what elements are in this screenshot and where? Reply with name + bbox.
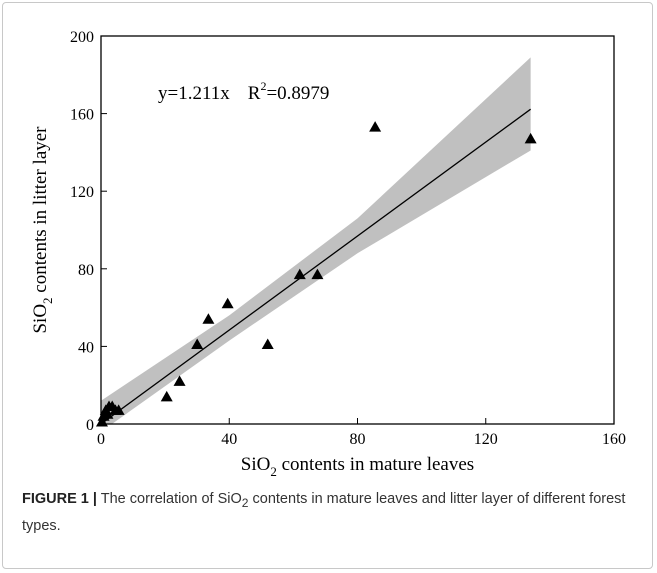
x-tick-label: 0 [97, 431, 105, 448]
x-tick-label: 80 [350, 431, 366, 448]
y-tick-label: 0 [86, 417, 94, 434]
data-point [191, 338, 204, 349]
y-tick-label: 200 [70, 29, 94, 46]
y-tick-label: 120 [70, 184, 94, 201]
confidence-band [101, 57, 531, 424]
data-point [311, 268, 324, 280]
caption-text: The correlation of SiO [96, 491, 242, 507]
data-point [221, 297, 234, 309]
x-tick-label: 160 [602, 431, 626, 448]
x-tick-label: 40 [221, 431, 237, 448]
data-point [160, 390, 173, 402]
data-point [293, 268, 306, 280]
caption-label: FIGURE 1 | [22, 491, 97, 507]
y-axis-label: SiO2 contents in litter layer [30, 126, 55, 334]
x-tick-label: 120 [474, 431, 498, 448]
fit-equation: y=1.211x R2=0.8979 [158, 79, 329, 104]
data-point [202, 313, 215, 324]
regression-line [100, 108, 532, 425]
y-tick-label: 40 [78, 339, 94, 356]
y-tick-label: 160 [70, 107, 94, 124]
x-axis-label: SiO2 contents in mature leaves [241, 454, 474, 479]
data-point [369, 121, 382, 132]
y-tick-label: 80 [78, 262, 94, 279]
figure-caption: FIGURE 1 | The correlation of SiO2 conte… [22, 491, 626, 534]
data-point [524, 132, 537, 144]
data-point [112, 404, 125, 415]
scatter-chart: 0 40 80 120 160 0 40 80 120 160 200 y=1.211x R2=0.8… [30, 29, 626, 479]
data-point [101, 408, 114, 419]
data-point [261, 338, 274, 349]
data-point [173, 375, 186, 386]
